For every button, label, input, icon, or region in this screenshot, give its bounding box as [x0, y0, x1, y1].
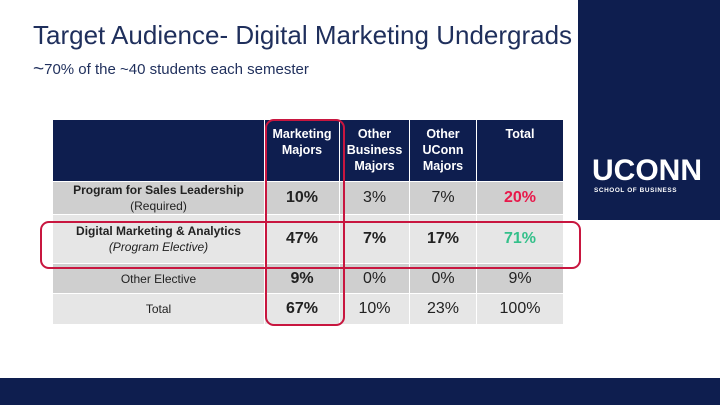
- table-cell: 3%: [340, 182, 410, 215]
- table-row-label: Program for Sales Leadership (Required): [53, 182, 265, 215]
- subtitle-tilde: ~: [33, 59, 45, 80]
- table-cell: 17%: [410, 215, 477, 264]
- table-cell: 23%: [410, 294, 477, 325]
- footer-bar: [0, 378, 720, 405]
- header-other-business-majors: Other Business Majors: [340, 120, 410, 182]
- table-cell: 7%: [340, 215, 410, 264]
- table-row-label: Digital Marketing & Analytics (Program E…: [53, 215, 265, 264]
- table-cell: 67%: [265, 294, 340, 325]
- table-cell: 0%: [340, 264, 410, 294]
- table-cell: 9%: [477, 264, 564, 294]
- header-other-uconn-label: Other UConn Majors: [422, 127, 464, 173]
- header-blank-cell: [53, 120, 265, 182]
- table-cell: 9%: [265, 264, 340, 294]
- table-cell: 0%: [410, 264, 477, 294]
- row-label-main: Total: [145, 302, 172, 316]
- slide-title: Target Audience- Digital Marketing Under…: [33, 20, 573, 50]
- row-label-sub: (Program Elective): [108, 240, 209, 254]
- table-cell: 10%: [340, 294, 410, 325]
- row-label-main: Other Elective: [120, 271, 197, 286]
- subtitle-text: 70% of the ~40 students each semester: [44, 61, 309, 78]
- table-cell-total-green: 71%: [477, 215, 564, 264]
- header-other-business-label: Other Business Majors: [346, 127, 403, 173]
- brand-panel: UCONN SCHOOL OF BUSINESS: [578, 0, 720, 220]
- audience-table: Marketing Majors Other Business Majors O…: [53, 120, 564, 325]
- table-row-label: Total: [53, 294, 265, 325]
- header-marketing-majors-label: Marketing Majors: [272, 127, 332, 157]
- table-cell: 7%: [410, 182, 477, 215]
- header-total-label: Total: [505, 127, 535, 141]
- table-cell-total-red: 20%: [477, 182, 564, 215]
- header-other-uconn-majors: Other UConn Majors: [410, 120, 477, 182]
- header-marketing-majors: Marketing Majors: [265, 120, 340, 182]
- row-label-main: Program for Sales Leadership: [73, 183, 244, 197]
- table-cell: 47%: [265, 215, 340, 264]
- slide-subtitle: ~70% of the ~40 students each semester: [33, 58, 309, 80]
- row-label-main: Digital Marketing & Analytics: [76, 224, 241, 238]
- row-label-sub: (Required): [130, 199, 187, 213]
- header-total: Total: [477, 120, 564, 182]
- table-row-label: Other Elective: [53, 264, 265, 294]
- table-cell: 100%: [477, 294, 564, 325]
- table-cell: 10%: [265, 182, 340, 215]
- digital-marketing-row-highlight: [40, 221, 581, 269]
- uconn-logo: UCONN: [592, 154, 702, 187]
- school-of-business-label: SCHOOL OF BUSINESS: [594, 187, 678, 194]
